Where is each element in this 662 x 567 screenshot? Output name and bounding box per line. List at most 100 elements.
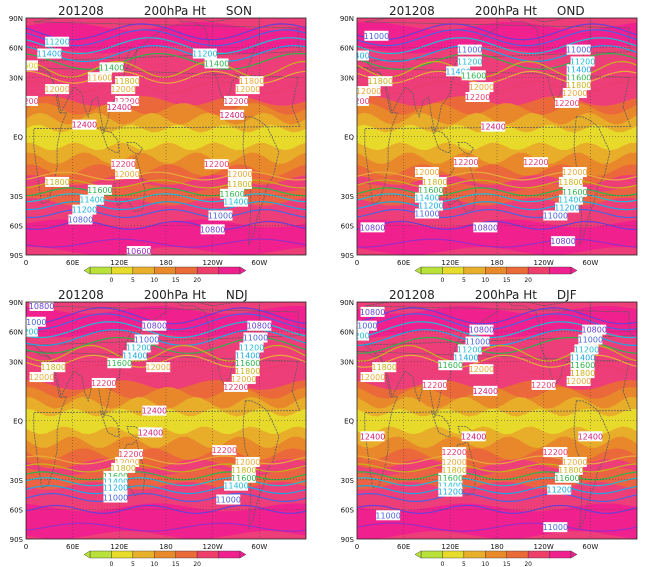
contour-label: 11400 [37, 48, 62, 59]
contour-label: 12000 [114, 456, 140, 467]
y-tick-label: 30N [9, 358, 23, 366]
coastline [26, 302, 304, 419]
svg-text:10800: 10800 [469, 326, 494, 335]
svg-text:12000: 12000 [414, 168, 439, 177]
y-tick-label: EQ [13, 134, 23, 142]
title-variable: 200hPa Ht [474, 4, 537, 18]
colorbar-tick-label: 15 [503, 561, 511, 567]
svg-text:12000: 12000 [562, 89, 587, 98]
panel-title: 201208 200hPa Ht NDJ [58, 288, 298, 302]
contour-label: 12000 [114, 169, 140, 180]
y-tick-label: 60N [9, 329, 23, 337]
contour-label: 10800 [473, 222, 498, 233]
svg-text:11200: 11200 [72, 206, 97, 215]
x-tick-label: 120W [534, 259, 554, 267]
svg-text:11600: 11600 [13, 61, 38, 70]
svg-text:11000: 11000 [543, 523, 568, 532]
contour-label: 11000 [457, 44, 483, 55]
colorbar-swatch [463, 266, 486, 275]
svg-text:12400: 12400 [219, 111, 244, 120]
contour-line [357, 313, 637, 331]
contour-line [357, 485, 637, 495]
contour-label: 11200 [438, 486, 463, 497]
contour-label: 11200 [357, 330, 370, 341]
contour-label: 12200 [91, 377, 117, 388]
svg-text:12200: 12200 [212, 446, 237, 455]
y-tick-label: 90N [340, 15, 354, 23]
contour-label: 12000 [469, 364, 494, 375]
svg-text:11000: 11000 [134, 336, 159, 345]
contour-label: 12000 [29, 372, 54, 383]
contour-label: 11000 [566, 44, 591, 55]
x-tick-label: 60E [66, 543, 79, 551]
contour-label: 12200 [531, 379, 556, 390]
contour-label: 11200 [554, 202, 580, 213]
panel-title: 201208 200hPa Ht DJF [389, 288, 629, 302]
svg-text:12400: 12400 [142, 407, 167, 416]
svg-text:11800: 11800 [422, 178, 447, 187]
contour-label: 11800 [235, 366, 260, 377]
colorbar-swatch [442, 266, 465, 275]
svg-text:12200: 12200 [344, 97, 369, 106]
colorbar-tick-label: 0 [110, 277, 114, 283]
svg-text:11800: 11800 [40, 363, 65, 372]
svg-text:11400: 11400 [103, 478, 128, 487]
svg-text:12000: 12000 [235, 85, 260, 94]
svg-text:12200: 12200 [543, 448, 568, 457]
contour-label: 11600 [570, 360, 595, 371]
title-year: 201208 [389, 288, 435, 302]
coastline [99, 410, 120, 437]
svg-text:12000: 12000 [145, 363, 170, 372]
contour-label: 11000 [26, 316, 47, 327]
contour-label: 11400 [223, 196, 249, 207]
contour-label: 11800 [368, 76, 393, 87]
panel-ond: 201208 200hPa Ht OND 11000 11400 11000 11200 11… [331, 0, 662, 283]
svg-text:11400: 11400 [566, 65, 591, 74]
svg-text:12000: 12000 [44, 85, 69, 94]
contour-label: 11600 [13, 60, 39, 71]
contour-line [26, 471, 306, 481]
contour-line [357, 220, 637, 230]
y-tick-label: 60S [341, 506, 355, 514]
x-tick-label: 180 [490, 259, 503, 267]
contour-label: 11400 [223, 480, 249, 491]
contour-line [357, 463, 637, 473]
contour-label: 10800 [581, 324, 607, 335]
svg-text:11400: 11400 [79, 196, 104, 205]
title-season: SON [225, 4, 252, 18]
x-tick-label: 120E [110, 543, 128, 551]
x-tick-label: 60E [397, 259, 410, 267]
contour-line [26, 504, 306, 514]
colorbar-swatch [442, 550, 465, 559]
contour-label: 12400 [107, 101, 132, 112]
svg-text:11800: 11800 [371, 363, 396, 372]
svg-text:11200: 11200 [44, 38, 69, 47]
title-season: DJF [556, 288, 577, 302]
colorbar-swatch [175, 266, 198, 275]
svg-text:11400: 11400 [122, 351, 147, 360]
svg-text:11400: 11400 [99, 63, 124, 72]
coastline [122, 47, 137, 70]
contour-label: 11000 [103, 492, 128, 503]
svg-text:12400: 12400 [578, 432, 603, 441]
contour-line [26, 485, 306, 495]
contour-label: 12000 [441, 456, 467, 467]
svg-text:12400: 12400 [360, 432, 385, 441]
contour-label: 11000 [215, 494, 241, 505]
colorbar-tick-label: 5 [131, 561, 135, 567]
svg-text:11400: 11400 [558, 196, 583, 205]
svg-text:12200: 12200 [204, 160, 229, 169]
svg-text:12000: 12000 [227, 170, 252, 179]
contour-label: 11400 [204, 58, 229, 69]
svg-text:11800: 11800 [558, 178, 583, 187]
y-tick-label: 30S [10, 193, 24, 201]
contour-label: 12400 [578, 431, 603, 442]
contour-label: 11600 [231, 472, 257, 483]
contour-label: 12400 [142, 405, 167, 416]
svg-text:11200: 11200 [546, 486, 571, 495]
svg-text:11000: 11000 [364, 32, 389, 41]
colorbar-swatch [111, 550, 134, 559]
contour-label: 11600 [566, 72, 591, 83]
x-tick-label: 0 [355, 259, 359, 267]
y-tick-label: 60N [340, 329, 354, 337]
